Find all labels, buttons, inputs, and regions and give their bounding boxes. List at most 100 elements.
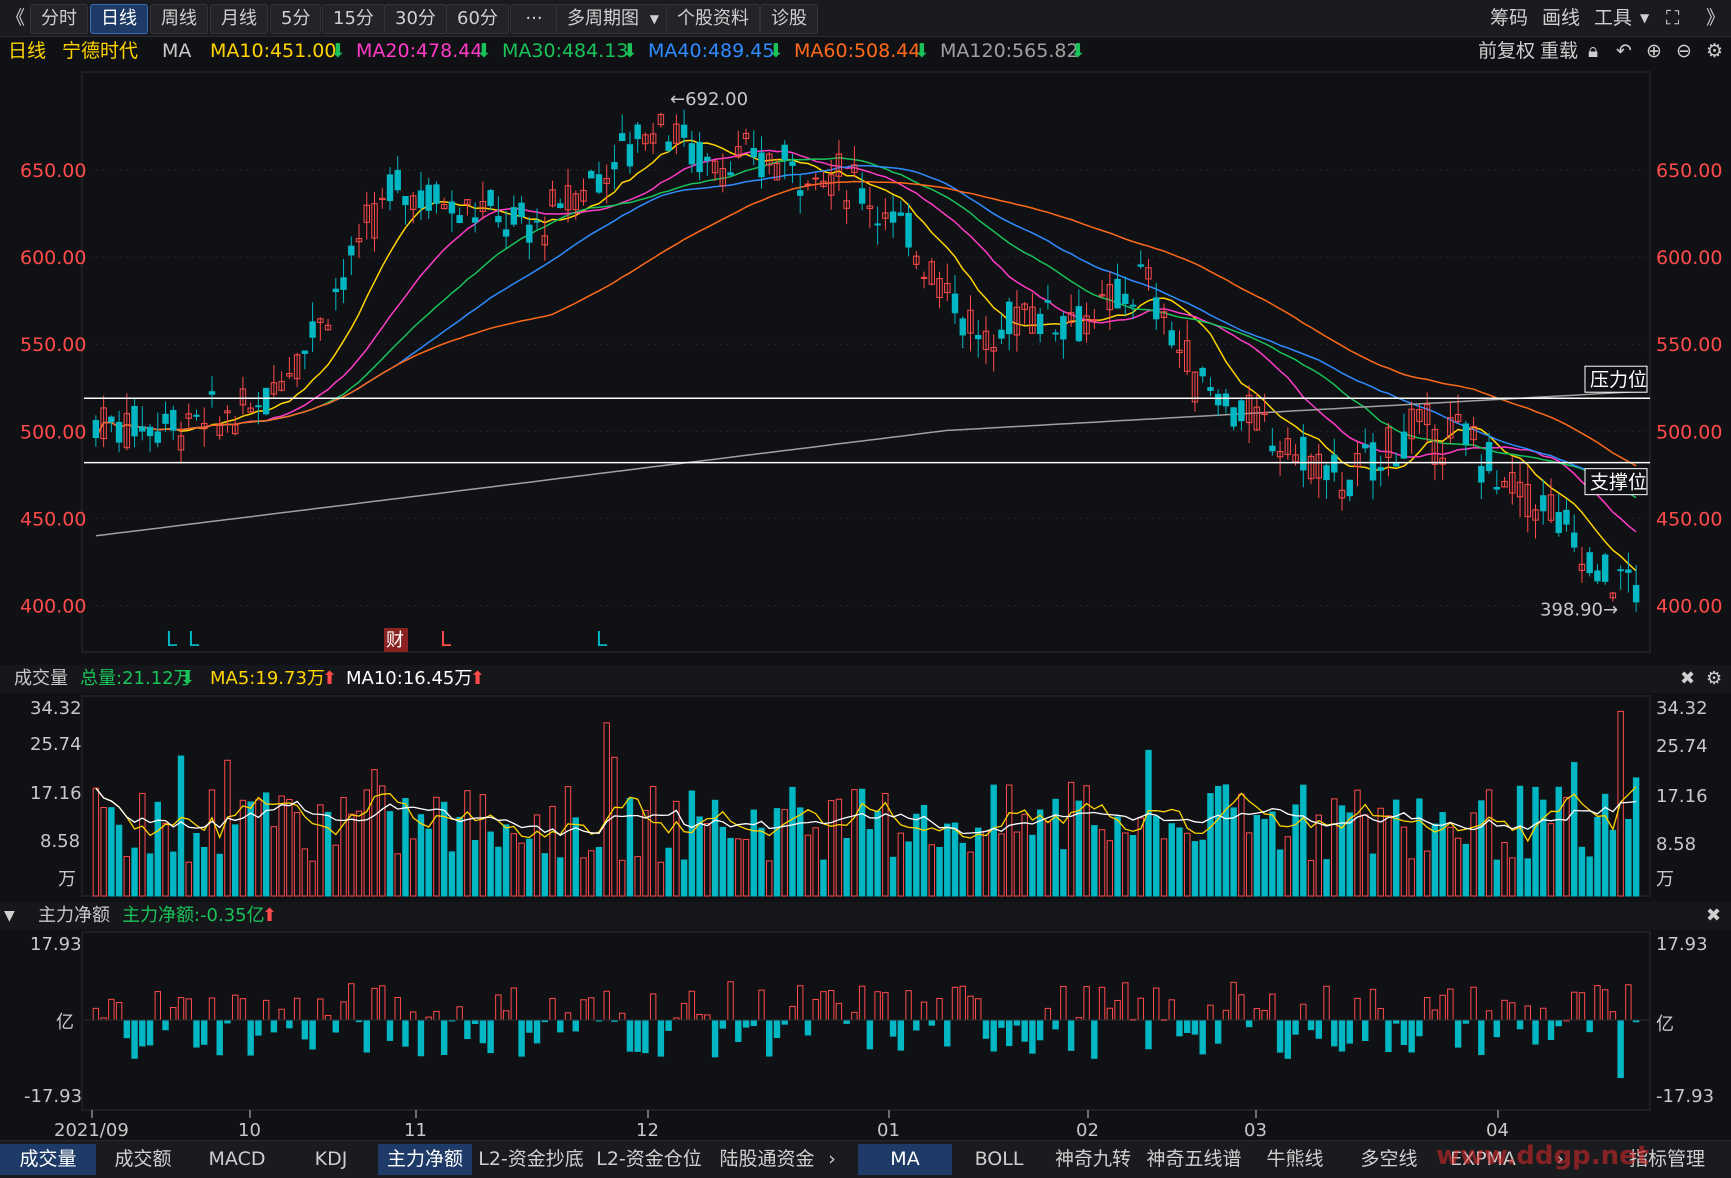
candle-body xyxy=(913,255,920,265)
finance-mark[interactable]: 财 xyxy=(386,630,404,651)
candle-body xyxy=(402,195,409,206)
volume-bar xyxy=(1245,832,1253,897)
volume-bar xyxy=(889,856,897,897)
zoom-out-icon[interactable]: ⊖ xyxy=(1676,40,1692,62)
signal-mark[interactable]: L xyxy=(440,627,452,651)
tab-volume[interactable]: 成交量 xyxy=(0,1144,96,1175)
price-tick: 400.00 xyxy=(20,596,86,618)
chevron-right-icon[interactable]: › xyxy=(828,1148,836,1170)
candle-body xyxy=(371,203,378,239)
diagnose-button[interactable]: 诊股 xyxy=(760,4,818,34)
flow-bar xyxy=(1547,1019,1555,1040)
back-icon[interactable]: 《 xyxy=(6,7,26,29)
candle-body xyxy=(425,184,432,211)
grid-lines xyxy=(84,169,1650,606)
adjust-button[interactable]: 前复权 xyxy=(1478,40,1536,62)
flow-bar xyxy=(1586,1019,1593,1033)
tab-l2-bottom[interactable]: L2-资金抄底 xyxy=(478,1148,584,1170)
chevron-right-icon[interactable]: › xyxy=(1556,1148,1564,1170)
tab-indicator-manage[interactable]: 指标管理 xyxy=(1628,1148,1705,1170)
reload-button[interactable]: 重载 xyxy=(1540,40,1579,62)
zoom-in-icon[interactable]: ⊕ xyxy=(1646,40,1662,62)
flow-bar xyxy=(1369,988,1377,1021)
resistance-label-box[interactable] xyxy=(1584,365,1648,393)
candle-body xyxy=(1114,278,1121,309)
volume-axis-right: 34.32 25.74 17.16 8.58 万 xyxy=(1656,698,1708,890)
settings-gear-icon[interactable]: ⚙ xyxy=(1706,668,1723,689)
indicator-name[interactable]: MA xyxy=(162,40,192,62)
volume-tick: 25.74 xyxy=(30,734,82,755)
volume-bar xyxy=(1176,827,1183,897)
tab-main-flow[interactable]: 主力净额 xyxy=(378,1144,472,1175)
volume-bar xyxy=(1230,807,1237,897)
candle-body xyxy=(231,424,239,435)
tab-weekly[interactable]: 周线 xyxy=(150,4,208,34)
volume-bar xyxy=(1532,786,1539,897)
tab-30min[interactable]: 30分 xyxy=(384,4,447,34)
undo-icon[interactable]: ↶ xyxy=(1616,40,1632,62)
volume-ma5-line xyxy=(95,786,1637,843)
tab-macd[interactable]: MACD xyxy=(208,1148,266,1170)
volume-bar xyxy=(1431,823,1439,897)
close-icon[interactable]: ✖ xyxy=(1680,668,1696,689)
tab-60min[interactable]: 60分 xyxy=(446,4,509,34)
flow-bar xyxy=(386,1019,394,1041)
tab-daily[interactable]: 日线 xyxy=(90,4,148,34)
flow-bar xyxy=(1230,981,1237,1021)
tab-l2-position[interactable]: L2-资金仓位 xyxy=(596,1148,702,1170)
kline-chart[interactable]: 压力位 支撑位 ←692.00 398.90→ L L 财 L L 650.00… xyxy=(0,0,1731,1140)
tab-northbound[interactable]: 陆股通资金 xyxy=(719,1148,815,1170)
volume-chart-frame xyxy=(81,695,1651,897)
flow-bar xyxy=(1516,1019,1524,1030)
expand-icon[interactable]: ⛶ xyxy=(1666,7,1680,29)
candle-body xyxy=(1083,315,1090,335)
tab-boll[interactable]: BOLL xyxy=(974,1148,1024,1170)
tab-magic-nine[interactable]: 神奇九转 xyxy=(1054,1148,1131,1170)
tab-5min[interactable]: 5分 xyxy=(270,4,322,34)
flow-bar xyxy=(557,1019,564,1033)
flow-bar xyxy=(1098,986,1106,1021)
candle-body xyxy=(255,405,262,408)
signal-mark[interactable]: L xyxy=(188,627,200,651)
price-axis-right: 650.00 600.00 550.00 500.00 450.00 400.0… xyxy=(1656,160,1722,618)
support-label-box[interactable] xyxy=(1584,468,1648,496)
candle-body xyxy=(688,143,696,165)
tab-expma[interactable]: EXPMA xyxy=(1450,1148,1516,1170)
volume-bar xyxy=(1222,784,1230,897)
forward-icon[interactable]: 》 xyxy=(1706,7,1726,29)
collapse-icon[interactable]: ▼ xyxy=(4,908,15,924)
date-tick: 10 xyxy=(238,1120,261,1140)
volume-bar xyxy=(975,827,982,897)
close-icon[interactable]: ✖ xyxy=(1706,905,1722,926)
flow-bar xyxy=(1346,1019,1353,1044)
finance-badge[interactable] xyxy=(384,628,408,652)
tab-turnover[interactable]: 成交额 xyxy=(114,1148,172,1170)
flow-bar xyxy=(797,985,804,1021)
flow-bar xyxy=(278,1008,285,1021)
volume-tick: 17.16 xyxy=(1656,786,1708,807)
tab-magic-five[interactable]: 神奇五线谱 xyxy=(1146,1148,1242,1170)
tools-button[interactable]: 工具 xyxy=(1594,7,1633,29)
lock-icon[interactable]: 🔒︎ xyxy=(1588,40,1599,62)
volume-bar xyxy=(115,824,123,897)
flow-bar xyxy=(1238,994,1245,1021)
tab-ma[interactable]: MA xyxy=(858,1144,952,1175)
tab-minute[interactable]: 分时 xyxy=(30,4,88,34)
candle-body xyxy=(626,144,634,167)
tab-kdj[interactable]: KDJ xyxy=(314,1148,348,1170)
tab-bull-bear[interactable]: 牛熊线 xyxy=(1266,1148,1324,1170)
more-button[interactable]: ··· xyxy=(510,4,558,34)
stock-info-button[interactable]: 个股资料 xyxy=(666,4,760,34)
signal-mark[interactable]: L xyxy=(166,627,178,651)
ma20-line xyxy=(95,149,1637,533)
tab-monthly[interactable]: 月线 xyxy=(210,4,268,34)
candle-body xyxy=(1122,293,1129,304)
tab-15min[interactable]: 15分 xyxy=(322,4,385,34)
signal-mark[interactable]: L xyxy=(596,627,608,651)
draw-button[interactable]: 画线 xyxy=(1542,7,1581,29)
flow-bar xyxy=(433,1010,440,1021)
chips-button[interactable]: 筹码 xyxy=(1490,7,1529,29)
settings-gear-icon[interactable]: ⚙ xyxy=(1706,40,1724,62)
tab-long-short[interactable]: 多空线 xyxy=(1360,1148,1418,1170)
multi-period-dropdown[interactable]: 多周期图 ▼ xyxy=(556,4,668,34)
